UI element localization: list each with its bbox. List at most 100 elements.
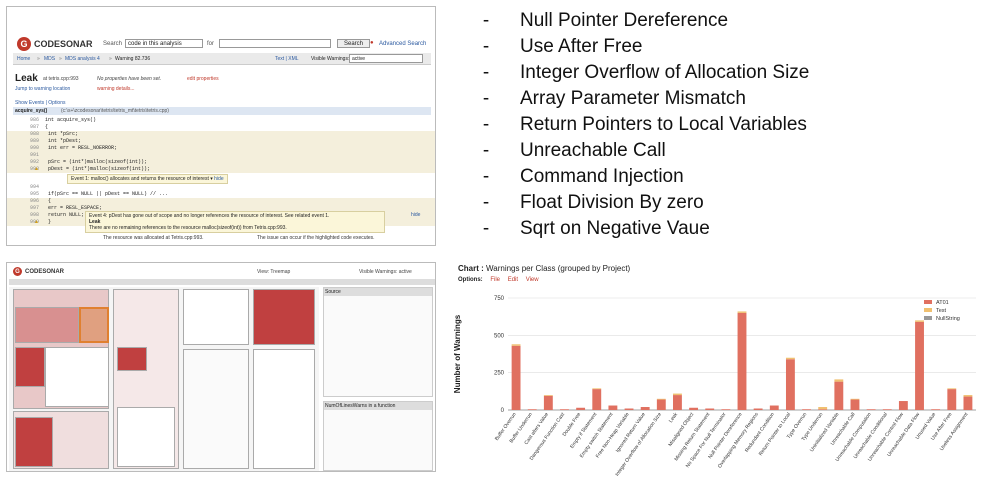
advanced-search-link[interactable]: Advanced Search [379, 41, 427, 47]
bar [882, 409, 892, 410]
edit-properties-link[interactable]: edit properties [187, 76, 219, 82]
code-line: 989 int *pDest; [7, 138, 435, 145]
bar [689, 407, 699, 410]
list-item: - Float Division By zero [482, 192, 704, 213]
bar [947, 389, 957, 410]
breadcrumb-mds[interactable]: MDS [44, 56, 56, 62]
legend-swatch [924, 300, 932, 304]
menu-view[interactable]: View [525, 277, 539, 283]
y-tick-label: 250 [494, 371, 505, 377]
bar [608, 405, 618, 410]
breadcrumb-warning: Warning 82.736 [115, 56, 151, 62]
treemap-cell[interactable] [15, 347, 45, 387]
treemap-cell[interactable] [183, 349, 249, 469]
bar [721, 409, 731, 410]
codesonar-logo: G CODESONAR [13, 267, 64, 276]
view-select[interactable]: View: Treemap [257, 269, 291, 275]
legend-swatch [924, 308, 932, 312]
for-label: for [207, 41, 215, 47]
bar [769, 405, 779, 410]
bar [915, 320, 924, 322]
bar [818, 409, 828, 410]
help-icon[interactable]: ● [370, 40, 374, 46]
y-tick-label: 0 [501, 408, 505, 414]
legend-label: NullString [936, 316, 960, 322]
jump-to-location-link[interactable]: Jump to warning location [15, 86, 71, 92]
bar [963, 395, 973, 397]
code-line: 986 int acquire_sys() [29, 117, 97, 123]
bar [737, 312, 747, 410]
treemap-cell-selected[interactable] [79, 307, 109, 343]
bar [640, 407, 650, 410]
bar [705, 408, 715, 410]
search-button[interactable]: Search [337, 39, 371, 48]
treemap-cell[interactable] [15, 417, 53, 467]
treemap-cell[interactable] [45, 347, 109, 407]
warning-location[interactable]: at tetris.cpp:993 [43, 76, 79, 82]
visible-warnings-select[interactable]: active [349, 54, 423, 63]
list-item: - Command Injection [482, 166, 684, 187]
menu-edit[interactable]: Edit [507, 277, 519, 283]
function-path: (c:\s+\zcodesonar\tetris\tetris_mt\tetri… [61, 108, 169, 114]
hide-event-1[interactable]: hide [214, 176, 224, 182]
breadcrumb-bar: Home » MDS » MDS analysis 4 » Warning 82… [13, 53, 431, 65]
x-tick-label: Uninitialized Variable [809, 412, 841, 454]
treemap[interactable] [9, 287, 319, 471]
hide-event-4[interactable]: hide [411, 212, 421, 218]
treemap-cell[interactable] [117, 347, 147, 371]
bar [898, 401, 908, 410]
breadcrumb-analysis[interactable]: MDS analysis 4 [65, 56, 100, 62]
code-line: 996 { [7, 198, 435, 205]
warning-screenshot: G CODESONAR Search code in this analysis… [6, 6, 436, 246]
event-1-box[interactable]: Event 1: malloc() allocates and returns … [67, 174, 228, 184]
chart-label: Chart : [458, 264, 484, 273]
leak-footer: The issue can occur if the highlighted c… [257, 235, 375, 241]
treemap-cell[interactable] [15, 307, 79, 343]
bar [543, 395, 553, 396]
codesonar-logo-icon: G [13, 267, 22, 276]
code-line: 991 [7, 152, 435, 159]
search-input[interactable] [219, 39, 331, 48]
bar [543, 395, 553, 410]
warning-triangle-icon: ▲ [34, 219, 39, 225]
warning-triangle-icon: ▲ [34, 166, 39, 172]
treemap-cell[interactable] [117, 407, 175, 467]
treemap-cell[interactable] [253, 289, 315, 345]
y-tick-label: 500 [494, 333, 505, 339]
show-events-options[interactable]: Show Events | Options [15, 100, 66, 106]
search-scope-select[interactable]: code in this analysis [125, 39, 203, 48]
text-xml-links[interactable]: Text | XML [275, 56, 299, 62]
chart-options: Options: File Edit View [458, 277, 539, 283]
warnings-chart: Chart : Warnings per Class (grouped by P… [446, 262, 986, 480]
codesonar-logo-icon: G [17, 37, 31, 51]
source-panel[interactable]: Source [323, 287, 433, 397]
treemap-cell[interactable] [183, 289, 249, 345]
function-signature: acquire_sys() [15, 108, 48, 114]
codesonar-logo: G CODESONAR [17, 37, 93, 51]
metrics-panel-title: NumOfLinesWarns in a function [324, 402, 432, 410]
list-item: - Return Pointers to Local Variables [482, 114, 807, 135]
event-4-text: Event 4: pDest has gone out of scope and… [89, 213, 330, 219]
bar [850, 399, 860, 410]
legend-label: Test [936, 308, 947, 314]
treemap-cell[interactable] [253, 349, 315, 469]
visible-warnings-select[interactable]: Visible Warnings: active [359, 269, 412, 275]
bar [737, 311, 747, 313]
x-tick-label: Redundant Condition [744, 412, 776, 454]
warning-details-link[interactable]: warning details... [97, 86, 135, 92]
list-item: - Sqrt on Negative Vaue [482, 218, 710, 239]
code-line: 988 int *pSrc; [7, 131, 435, 138]
breadcrumb-home[interactable]: Home [17, 56, 31, 62]
code-line: 992 pSrc = (int*)malloc(sizeof(int)); [7, 159, 435, 166]
no-properties-text: No properties have been set. [97, 76, 162, 82]
menu-file[interactable]: File [490, 277, 501, 283]
bar [931, 409, 941, 410]
bar [511, 344, 521, 346]
bar [673, 395, 682, 410]
bar [592, 388, 602, 390]
list-item: - Use After Free [482, 36, 643, 57]
treemap-screenshot: G CODESONAR View: Treemap Visible Warnin… [6, 262, 436, 472]
bar [915, 321, 924, 410]
bar [802, 409, 811, 410]
